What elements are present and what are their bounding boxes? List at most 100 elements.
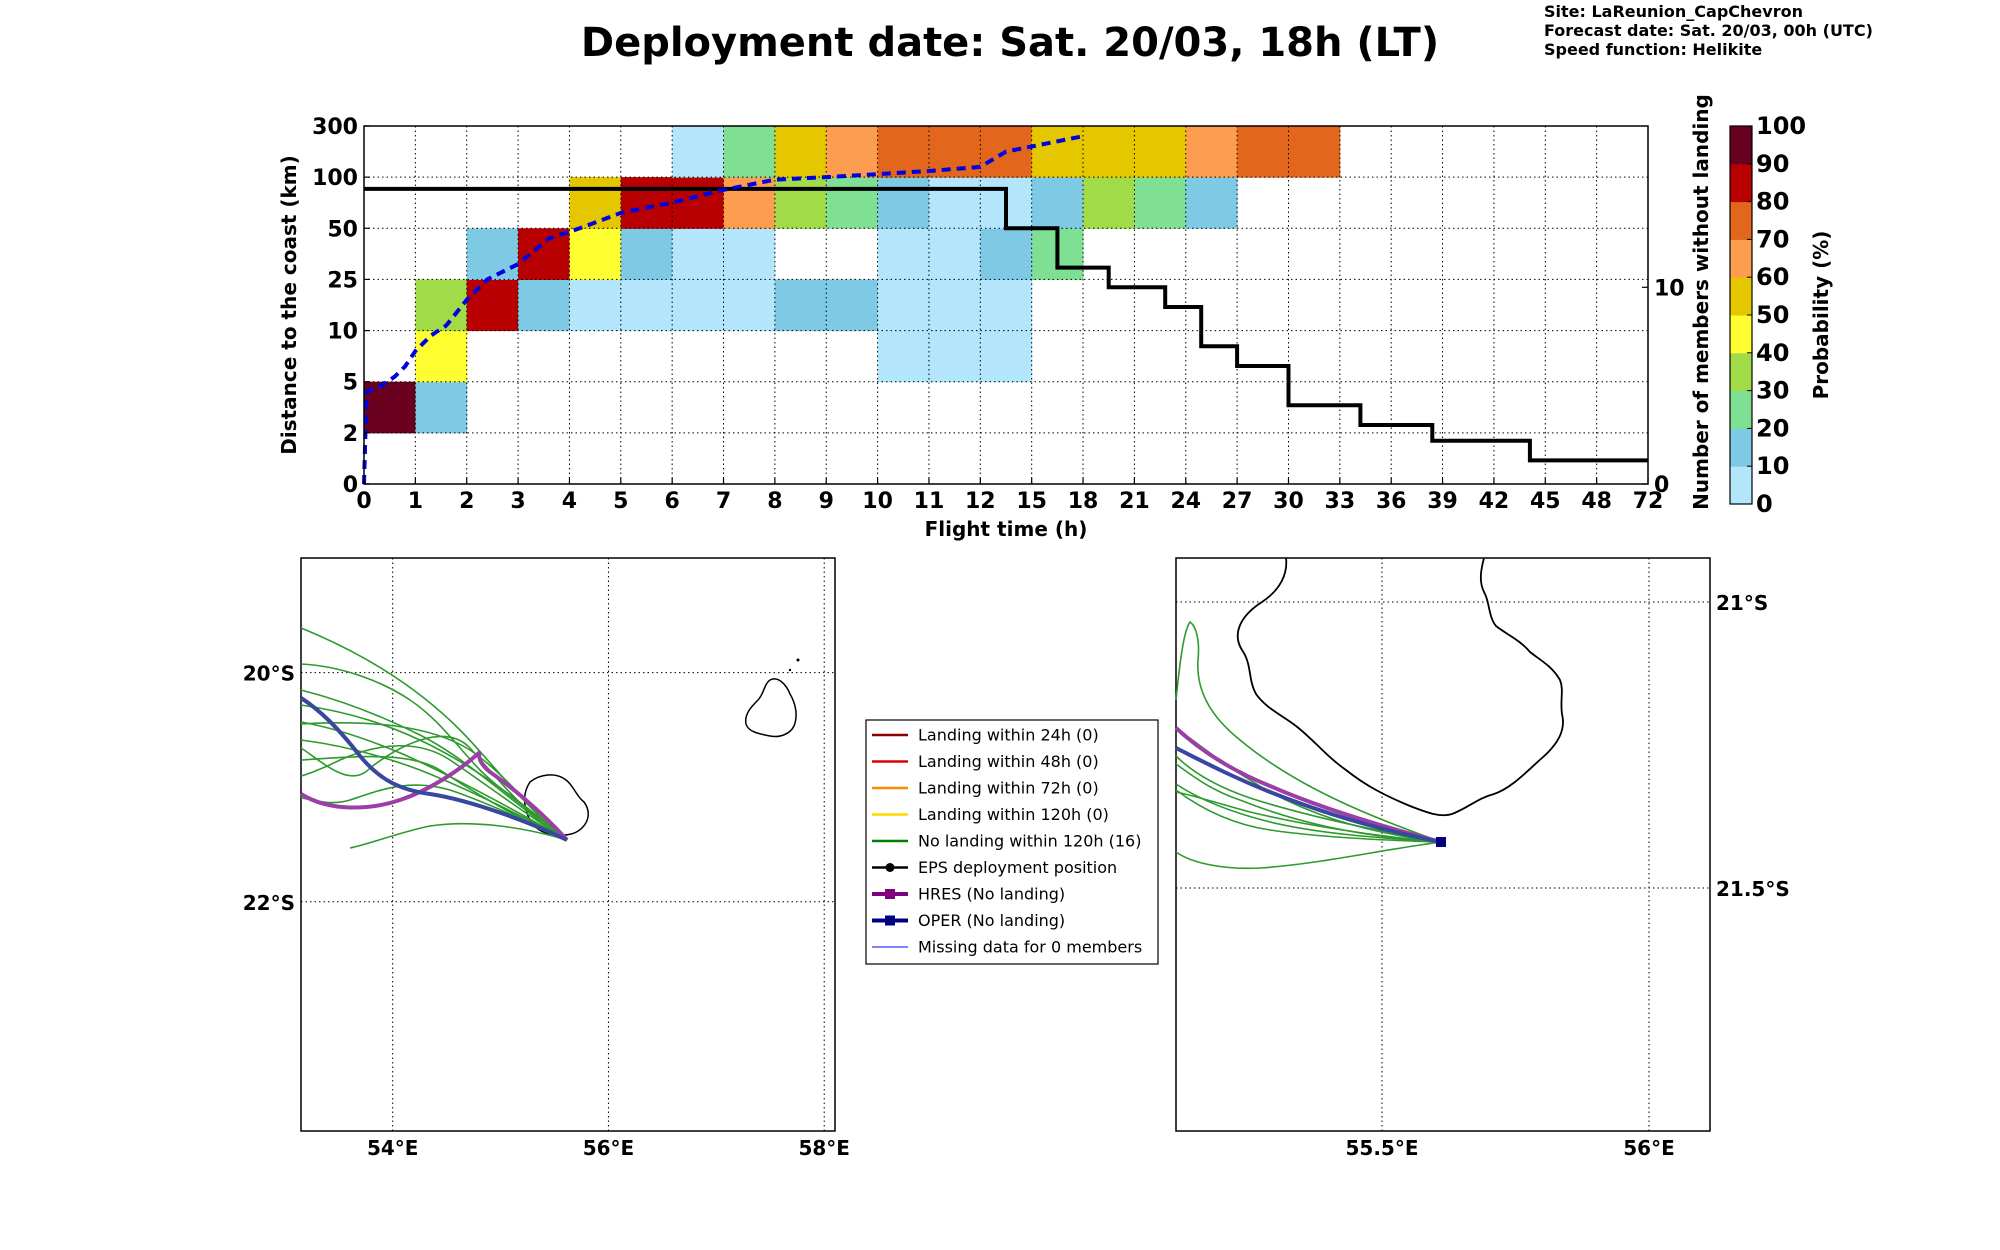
chart-title: Deployment date: Sat. 20/03, 18h (LT) [580, 20, 1440, 66]
heatmap-cell [928, 126, 981, 178]
y-tick-label: 0 [343, 473, 358, 498]
reunion-coastline [1236, 557, 1564, 817]
colorbar-segment [1730, 428, 1752, 467]
median-distance-line [362, 134, 1084, 485]
y-tick-label: 25 [327, 268, 358, 293]
x-tick-label: 45 [1530, 489, 1561, 514]
x-tick-label: 33 [1325, 489, 1356, 514]
ensemble-trajectory [300, 745, 568, 841]
legend-label: Missing data for 0 members [918, 938, 1142, 957]
colorbar-segment [1730, 466, 1752, 505]
heatmap-cell [928, 177, 981, 229]
map-left-frame [300, 557, 836, 1132]
colorbar-tick-label: 90 [1756, 150, 1789, 178]
heatmap-cell [1031, 177, 1084, 229]
legend-marker [885, 889, 895, 899]
y-tick-label: 300 [312, 115, 358, 140]
map-left-lat-label: 20°S [243, 662, 295, 686]
heatmap-cell [518, 279, 570, 332]
ensemble-trajectory [349, 822, 568, 849]
map-left-lon-label: 54°E [367, 1136, 419, 1160]
legend-label: Landing within 24h (0) [918, 726, 1099, 745]
hres-trajectory [1174, 726, 1442, 844]
heatmap-cell [569, 177, 622, 229]
heatmap-cell [1083, 126, 1135, 178]
map-left-lon-label: 58°E [798, 1136, 850, 1160]
legend-marker [885, 863, 895, 872]
heatmap-cell [980, 228, 1033, 280]
colorbar-tick-label: 40 [1756, 339, 1789, 367]
ensemble-trajectory [300, 739, 568, 841]
y-axis-label: Distance to the coast (km) [277, 155, 301, 455]
x-axis-label: Flight time (h) [925, 517, 1088, 541]
x-tick-label: 42 [1479, 489, 1510, 514]
ensemble-trajectory [300, 627, 568, 841]
heatmap-cell [826, 177, 879, 229]
x-tick-label: 5 [613, 489, 628, 514]
heatmap-cell [723, 228, 776, 280]
colorbar-segment [1730, 201, 1752, 240]
y-tick-label: 2 [343, 422, 358, 447]
heatmap-cell [672, 279, 725, 332]
speed-function-label: Speed function: Helikite [1544, 40, 1763, 59]
heatmap-cell [877, 330, 930, 383]
heatmap-cell [928, 279, 981, 332]
heatmap-cell [1134, 177, 1187, 229]
heatmap-cell [620, 279, 673, 332]
x-tick-label: 36 [1376, 489, 1407, 514]
heatmap-frame [363, 125, 1649, 485]
legend-label: Landing within 48h (0) [918, 752, 1099, 771]
colorbar-tick-label: 10 [1756, 452, 1789, 480]
heatmap-cell [877, 279, 930, 332]
map-left-lat-label: 22°S [243, 891, 295, 915]
map-right-lat-label: 21°S [1716, 591, 1768, 615]
colorbar-tick-label: 30 [1756, 377, 1789, 405]
y2-tick-label: 0 [1654, 473, 1669, 498]
colorbar-tick-label: 50 [1756, 301, 1789, 329]
heatmap-cell [672, 126, 725, 178]
oper-trajectory [299, 696, 568, 842]
legend-frame [865, 719, 1159, 965]
y-tick-label: 5 [343, 371, 358, 396]
forecast-date-label: Forecast date: Sat. 20/03, 00h (UTC) [1544, 21, 1873, 40]
heatmap-cell [415, 330, 468, 383]
map-right-lon-label: 56°E [1623, 1136, 1675, 1160]
heatmap-cell [415, 381, 468, 434]
heatmap-cell [1083, 177, 1135, 229]
heatmap-cell [466, 228, 519, 280]
legend-label: Landing within 72h (0) [918, 779, 1099, 798]
heatmap-cell [1134, 126, 1187, 178]
x-tick-label: 8 [767, 489, 782, 514]
x-tick-label: 12 [965, 489, 996, 514]
heatmap-cell [1288, 126, 1341, 178]
heatmap-cell [826, 279, 879, 332]
x-tick-label: 7 [716, 489, 731, 514]
heatmap-cell [672, 177, 725, 229]
heatmap-cell [1185, 126, 1238, 178]
colorbar-tick-label: 70 [1756, 225, 1789, 253]
map-right-lat-label: 21.5°S [1716, 877, 1790, 901]
map-left: 54°E 56°E 58°E 20°S 22°S [243, 557, 850, 1160]
ensemble-trajectory [1175, 789, 1442, 843]
colorbar-tick-label: 80 [1756, 188, 1789, 216]
members-without-landing-line [364, 186, 1648, 463]
y-tick-label: 10 [327, 320, 358, 345]
y2-axis-label: Number of members without landing [1689, 94, 1713, 510]
y-tick-label: 50 [327, 217, 358, 242]
hres-trajectory [299, 750, 569, 842]
heatmap-cell [826, 126, 879, 178]
heatmap-cell [980, 279, 1033, 332]
heatmap-cell [877, 126, 930, 178]
map-left-lon-label: 56°E [583, 1136, 635, 1160]
colorbar-segment [1730, 390, 1752, 429]
ensemble-trajectory [1175, 783, 1442, 843]
x-tick-label: 24 [1170, 489, 1201, 514]
colorbar-segment [1730, 315, 1752, 354]
colorbar-tick-label: 100 [1756, 112, 1806, 140]
heatmap-cell [415, 279, 468, 332]
small-island-marker [796, 658, 800, 662]
x-tick-label: 15 [1016, 489, 1047, 514]
ensemble-trajectory [1175, 620, 1442, 843]
heatmap-cell [672, 228, 725, 280]
heatmap-cell [774, 126, 827, 178]
